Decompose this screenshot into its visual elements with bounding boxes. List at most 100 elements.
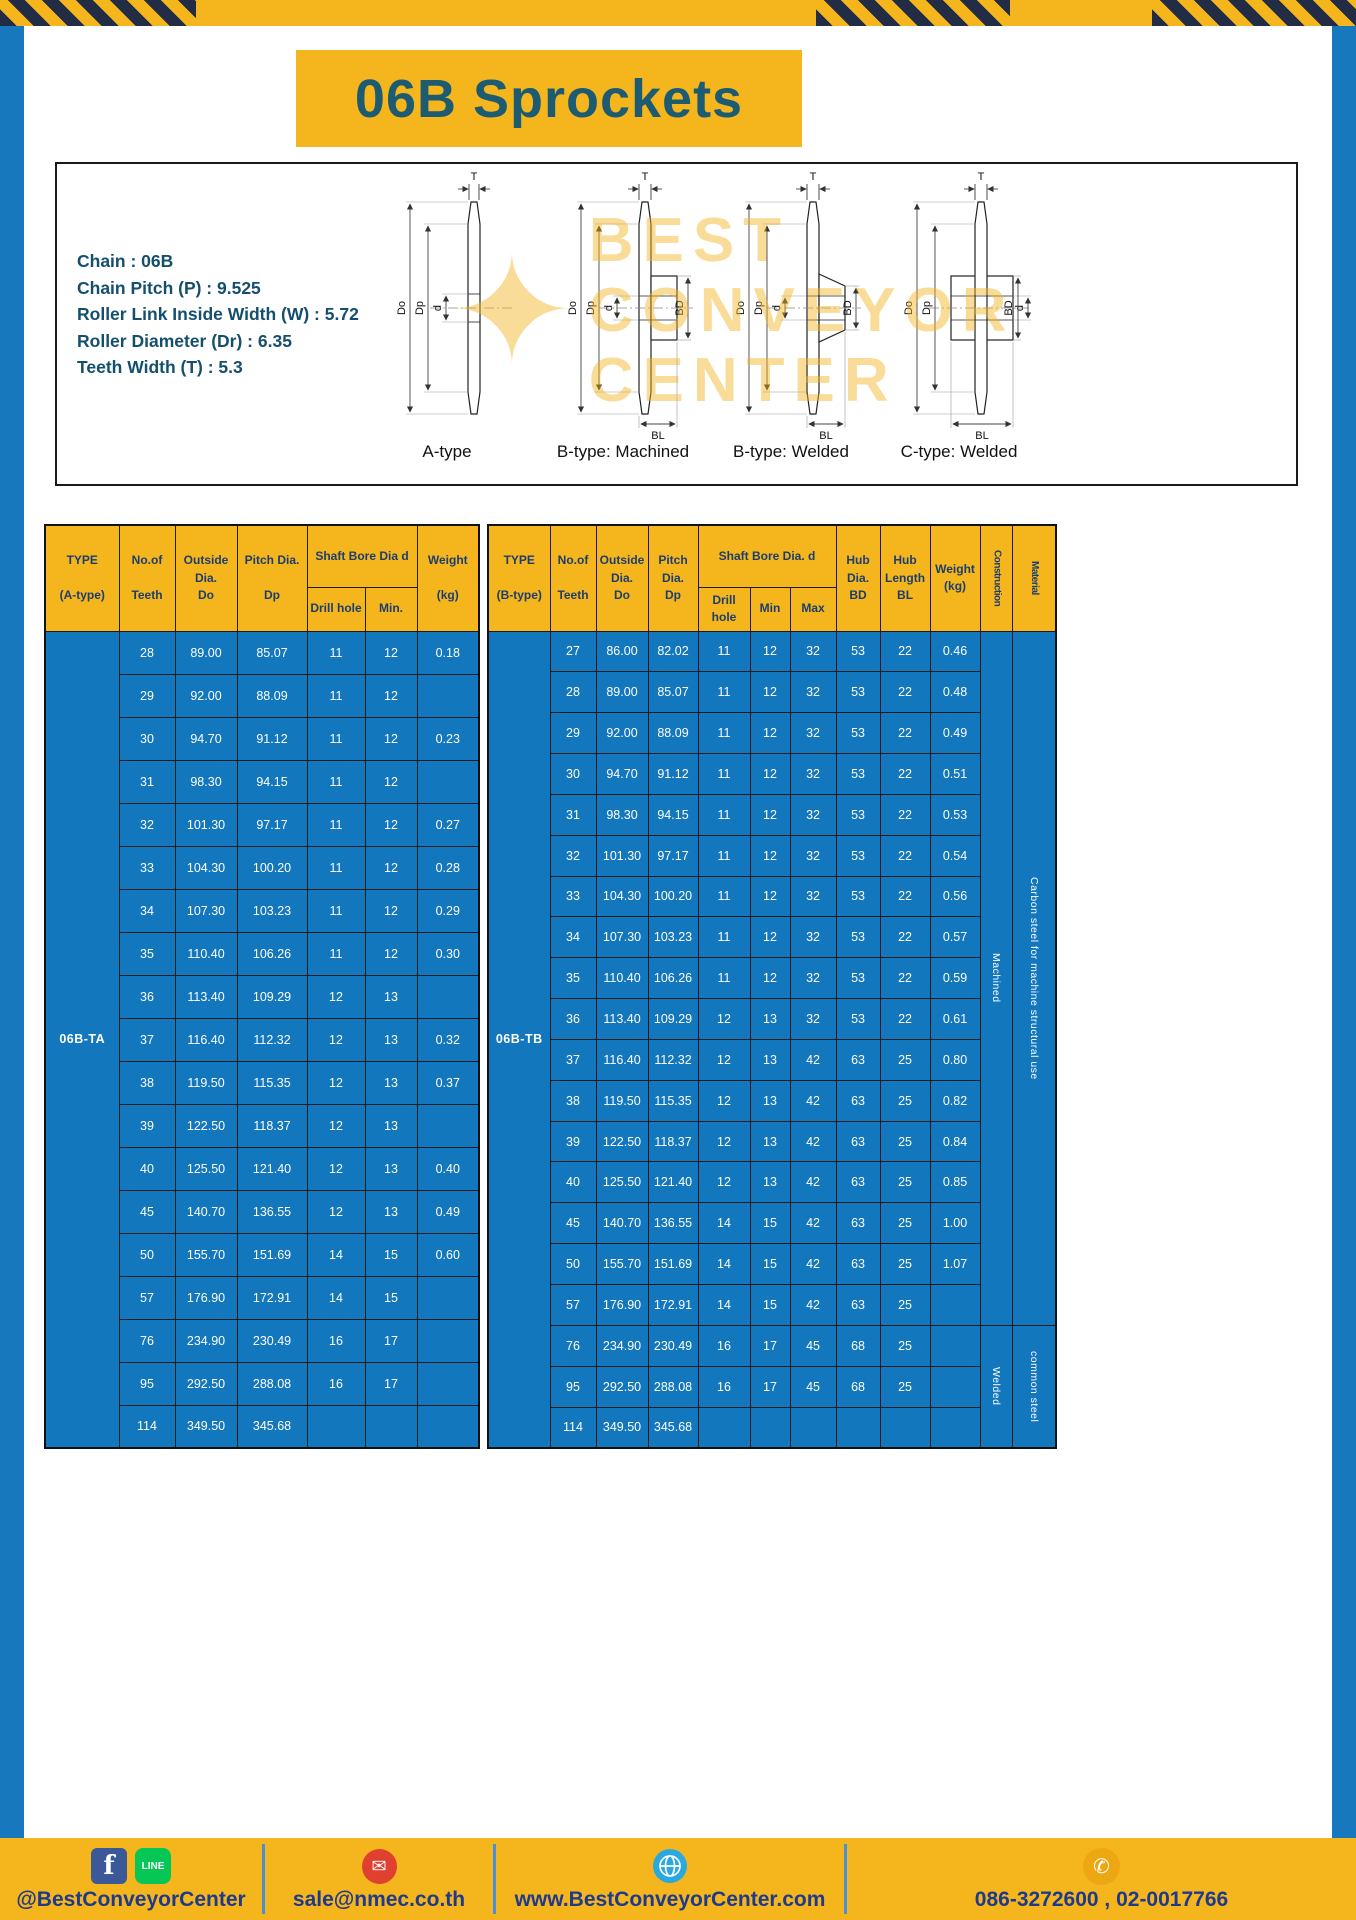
table-b-row: 28 89.00 85.07 11 12 32 53 22 0.48 xyxy=(488,671,1056,714)
table-b-cell: 116.40 xyxy=(595,1038,649,1081)
table-b-cell: 88.09 xyxy=(647,712,699,755)
table-b-cell: 12 xyxy=(749,753,791,795)
table-b-cell: 53 xyxy=(835,998,881,1040)
table-a-cell: 112.32 xyxy=(236,1017,308,1062)
table-b-cell: 104.30 xyxy=(595,875,649,918)
table-a-cell: 11 xyxy=(306,802,366,847)
table-b-cell: 42 xyxy=(789,1284,837,1326)
table-b-cell: 28 xyxy=(549,671,597,714)
table-a-cell: 116.40 xyxy=(174,1017,238,1062)
table-b-row: 114 349.50 345.68 xyxy=(488,1406,1056,1449)
table-b-cell: 94.15 xyxy=(647,793,699,836)
table-b-cell: 33 xyxy=(549,875,597,918)
table-b-cell xyxy=(697,1406,751,1449)
table-b-cell: 45 xyxy=(549,1202,597,1245)
table-a-cell: 349.50 xyxy=(174,1404,238,1449)
table-b-cell: 0.80 xyxy=(929,1038,981,1081)
table-a-cell: 13 xyxy=(364,1103,418,1148)
table-b-row: 06B-TB 27 86.00 82.02 11 12 32 53 22 0.46 Machined… xyxy=(487,630,1057,1449)
facebook-icon[interactable]: f xyxy=(91,1848,127,1884)
table-b-cell: 13 xyxy=(749,1120,791,1163)
dim-label-do: Do xyxy=(903,301,915,315)
col-header-drill-hole-b: Drill hole xyxy=(697,586,751,632)
sprocket-b-welded-drawing: T Do Dp d BD BL xyxy=(735,171,861,442)
table-a-cell: 38 xyxy=(118,1060,176,1105)
table-b-cell: 53 xyxy=(835,957,881,1000)
table-b-row: 36 113.40 109.29 12 13 32 53 22 0.61 xyxy=(488,998,1056,1040)
line-icon[interactable]: LINE xyxy=(135,1848,171,1884)
table-a-cell: 12 xyxy=(306,1017,366,1062)
table-b-cell xyxy=(929,1365,981,1408)
table-a-cell xyxy=(306,1404,366,1449)
table-a-cell xyxy=(416,1103,480,1148)
table-b-cell: 30 xyxy=(549,753,597,795)
table-b-cell: 95 xyxy=(549,1365,597,1408)
globe-icon[interactable] xyxy=(652,1848,688,1884)
table-b-cell: 53 xyxy=(835,793,881,836)
dim-label-dp: Dp xyxy=(414,301,426,315)
table-a-cell xyxy=(416,974,480,1019)
website-url[interactable]: www.BestConveyorCenter.com xyxy=(514,1888,826,1911)
table-a-container: TYPE (A-type) No.of Teeth Outside Dia. D… xyxy=(44,524,481,1449)
table-b-cell: 25 xyxy=(879,1038,931,1081)
table-b-cell: 11 xyxy=(697,875,751,918)
table-b-cell: 151.69 xyxy=(647,1243,699,1285)
diagram-a-type: T Do Dp d A-type xyxy=(367,170,527,462)
table-b-cell: 68 xyxy=(835,1365,881,1408)
table-b-cell: 12 xyxy=(697,1120,751,1163)
table-b-cell: 0.57 xyxy=(929,916,981,959)
table-a-cell: 0.49 xyxy=(416,1189,480,1234)
diagram-b-type-machined: T Do Dp d BD BL B-typ xyxy=(543,170,703,462)
table-b-cell: 11 xyxy=(697,834,751,877)
table-b-cell: 13 xyxy=(749,1038,791,1081)
table-a-cell: 13 xyxy=(364,974,418,1019)
construction-cell: Machined xyxy=(979,630,1013,1326)
table-a-cell: 292.50 xyxy=(174,1361,238,1406)
table-b-cell: 32 xyxy=(789,630,837,673)
table-b-cell: 29 xyxy=(549,712,597,755)
table-b-row: 57 176.90 172.91 14 15 42 63 25 xyxy=(488,1284,1056,1326)
table-a-cell: 15 xyxy=(364,1275,418,1320)
spec-teeth-width: Teeth Width (T) : 5.3 xyxy=(77,357,243,377)
table-a-cell: 113.40 xyxy=(174,974,238,1019)
table-a-cell: 97.17 xyxy=(236,802,308,847)
table-a-cell: 45 xyxy=(118,1189,176,1234)
table-a-cell: 234.90 xyxy=(174,1318,238,1363)
table-b-cell: 12 xyxy=(749,793,791,836)
table-a-row: 33 104.30 100.20 11 12 0.28 xyxy=(45,845,480,890)
table-a-cell: 12 xyxy=(364,673,418,718)
table-a-row: 06B-TA 28 89.00 85.07 11 12 0.18 xyxy=(44,630,480,1449)
dim-label-dp: Dp xyxy=(585,301,597,315)
col-header-shaft-bore-b: Shaft Bore Dia. d xyxy=(697,524,837,588)
table-b-row: 45 140.70 136.55 14 15 42 63 25 1.00 xyxy=(488,1202,1056,1245)
dim-label-do: Do xyxy=(735,301,747,315)
diagram-caption-b-machined: B-type: Machined xyxy=(556,442,690,461)
hazard-stripes-left xyxy=(0,0,196,26)
table-b-cell: 17 xyxy=(749,1324,791,1367)
spec-chain-pitch: Chain Pitch (P) : 9.525 xyxy=(77,277,261,298)
hazard-stripes-middle xyxy=(816,0,1010,26)
table-a: TYPE (A-type) No.of Teeth Outside Dia. D… xyxy=(44,524,481,1449)
email-icon[interactable]: ✉ xyxy=(361,1848,397,1884)
email-address[interactable]: sale@nmec.co.th xyxy=(292,1888,466,1911)
phone-numbers[interactable]: 086-3272600 , 02-0017766 xyxy=(974,1888,1229,1911)
construction-cell: Welded xyxy=(979,1324,1013,1449)
table-a-cell: 36 xyxy=(118,974,176,1019)
table-a-cell: 345.68 xyxy=(236,1404,308,1449)
table-b-cell: 94.70 xyxy=(595,753,649,795)
table-a-cell: 13 xyxy=(364,1146,418,1191)
table-a-cell: 12 xyxy=(364,802,418,847)
table-b-cell: 32 xyxy=(789,957,837,1000)
table-a-row: 114 349.50 345.68 xyxy=(45,1404,480,1449)
dim-label-bl: BL xyxy=(819,430,832,442)
dim-label-d: d xyxy=(603,305,615,311)
table-b-cell: 12 xyxy=(749,712,791,755)
phone-icon[interactable]: ✆ xyxy=(1083,1847,1120,1885)
table-b-cell: 42 xyxy=(789,1038,837,1081)
table-b-cell: 32 xyxy=(789,753,837,795)
col-header-teeth-b: No.of Teeth xyxy=(549,524,597,632)
social-handle[interactable]: @BestConveyorCenter xyxy=(16,1888,246,1911)
table-b-cell: 234.90 xyxy=(595,1324,649,1367)
table-b-cell: 32 xyxy=(549,834,597,877)
table-b-cell: 0.59 xyxy=(929,957,981,1000)
